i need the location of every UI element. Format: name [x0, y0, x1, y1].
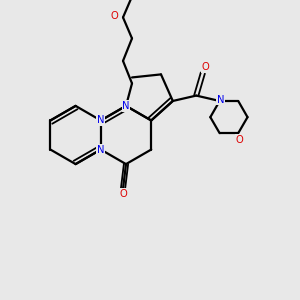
Text: O: O [236, 135, 244, 145]
Text: O: O [119, 189, 127, 199]
Text: O: O [201, 62, 209, 72]
Text: N: N [97, 145, 105, 154]
Text: O: O [111, 11, 119, 21]
Text: N: N [97, 116, 105, 125]
Text: N: N [122, 101, 130, 111]
Text: N: N [217, 95, 225, 105]
